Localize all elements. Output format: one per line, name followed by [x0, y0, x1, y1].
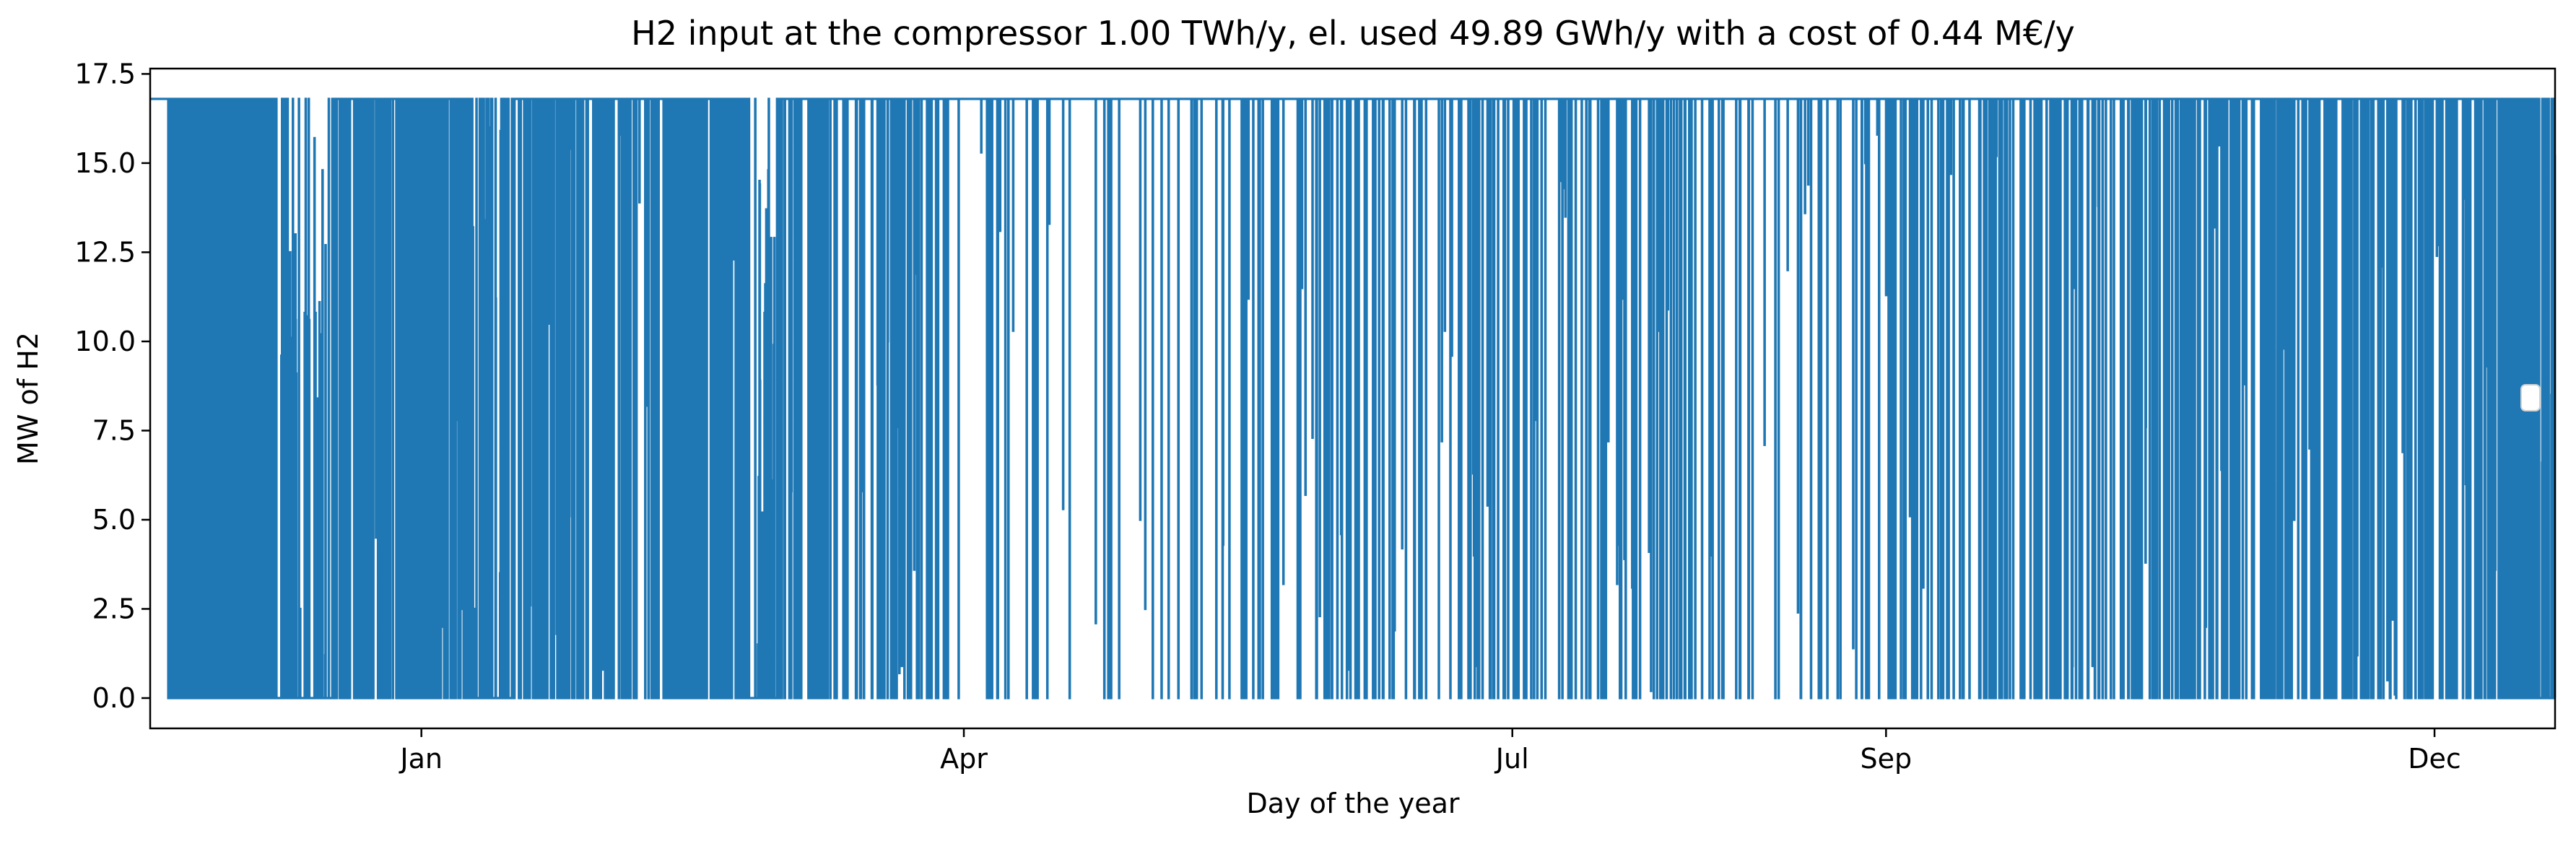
x-tick-label: Jul: [1494, 743, 1529, 775]
y-tick-label: 2.5: [92, 593, 136, 624]
x-axis: Jan Apr Jul Sep Dec: [399, 728, 2461, 775]
series-line: [150, 97, 2557, 700]
y-tick-label: 0.0: [92, 682, 136, 714]
series-0: [150, 97, 2557, 700]
plot-area: [149, 67, 2557, 730]
x-tick-label: Dec: [2408, 743, 2461, 775]
y-tick-label: 10.0: [74, 326, 136, 357]
chart-title: H2 input at the compressor 1.00 TWh/y, e…: [631, 14, 2075, 53]
y-tick-label: 12.5: [74, 236, 136, 268]
y-tick-label: 15.0: [74, 147, 136, 179]
axes-frame: [149, 67, 2557, 730]
x-tick-label: Jan: [399, 743, 443, 775]
legend-box: [2520, 384, 2541, 411]
y-axis-label: MW of H2: [12, 332, 44, 465]
y-axis: 0.0 2.5 5.0 7.5 10.0 12.5 15.0 17.5: [74, 58, 150, 714]
y-tick-label: 7.5: [92, 414, 136, 446]
y-tick-label: 17.5: [74, 58, 136, 90]
y-tick-label: 5.0: [92, 504, 136, 536]
x-tick-label: Sep: [1861, 743, 1913, 775]
x-axis-label: Day of the year: [1246, 788, 1459, 819]
x-tick-label: Apr: [940, 743, 988, 775]
